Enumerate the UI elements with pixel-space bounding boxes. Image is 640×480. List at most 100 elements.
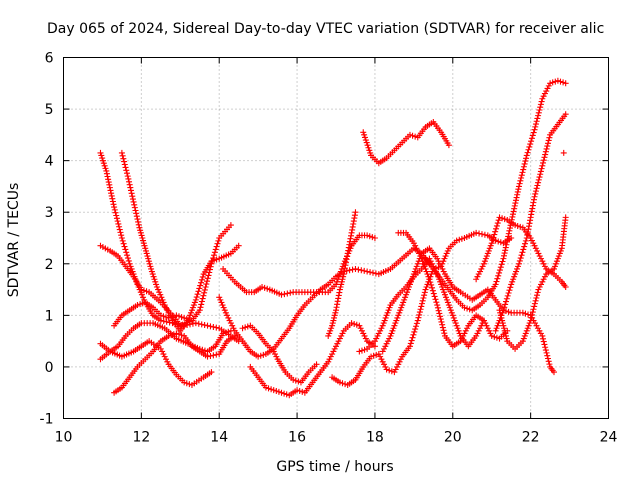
data-point-marker [439, 324, 446, 331]
data-point-marker [336, 379, 343, 386]
data-point-marker [519, 338, 526, 345]
data-point-marker [532, 297, 539, 304]
data-point-marker [208, 369, 215, 376]
data-point-marker [348, 229, 355, 236]
data-point-marker [560, 79, 567, 86]
data-point-marker [358, 327, 365, 334]
data-point-marker [431, 293, 438, 300]
data-point-marker [503, 241, 510, 248]
data-point-marker [281, 390, 288, 397]
data-point-marker [351, 215, 358, 222]
data-point-marker [530, 306, 537, 313]
data-point-marker [544, 352, 551, 359]
data-point-marker [501, 327, 508, 334]
data-point-marker [501, 325, 508, 332]
data-point-marker [358, 347, 365, 354]
data-point-marker [481, 258, 488, 265]
data-point-marker [417, 253, 424, 260]
data-point-marker [275, 388, 282, 395]
data-point-marker [156, 289, 163, 296]
data-point-marker [441, 255, 448, 262]
data-point-marker [538, 281, 545, 288]
data-point-marker [531, 126, 538, 133]
data-point-marker [329, 351, 336, 358]
data-point-marker [397, 307, 404, 314]
series-trace-h [216, 245, 433, 360]
data-point-marker [545, 137, 552, 144]
data-point-marker [371, 343, 378, 350]
x-tick-label: 10 [55, 430, 73, 446]
data-point-marker [540, 335, 547, 342]
y-tick-labels: -1 0 1 2 3 4 5 6 [40, 51, 54, 428]
data-point-marker [337, 283, 344, 290]
data-point-marker [99, 155, 106, 162]
data-point-marker [502, 298, 509, 305]
data-point-marker [186, 316, 193, 323]
data-point-marker [115, 220, 122, 227]
data-point-marker [492, 228, 499, 235]
data-point-marker [414, 260, 421, 267]
data-point-marker [382, 363, 389, 370]
data-point-marker [230, 325, 237, 332]
data-point-marker [394, 314, 401, 321]
data-point-marker [419, 297, 426, 304]
data-point-marker [200, 292, 207, 299]
data-point-marker [213, 351, 220, 358]
data-point-marker [113, 212, 120, 219]
data-point-marker [482, 255, 489, 262]
data-point-marker [521, 243, 528, 250]
data-point-marker [229, 322, 236, 329]
data-point-marker [371, 338, 378, 345]
data-point-marker [384, 309, 391, 316]
data-point-marker [515, 260, 522, 267]
data-point-marker [526, 143, 533, 150]
data-point-marker [514, 191, 521, 198]
data-point-marker [126, 260, 133, 267]
data-point-marker [480, 317, 487, 324]
data-point-marker [529, 202, 536, 209]
data-point-marker [535, 179, 542, 186]
data-point-marker [134, 302, 141, 309]
data-point-marker [493, 222, 500, 229]
data-point-marker [173, 330, 180, 337]
data-point-marker [336, 335, 343, 342]
data-point-marker [514, 265, 521, 272]
data-point-marker [490, 234, 497, 241]
data-point-marker [201, 322, 208, 329]
data-point-marker [369, 269, 376, 276]
data-point-marker [109, 198, 116, 205]
data-point-marker [536, 283, 543, 290]
data-point-marker [292, 377, 299, 384]
data-point-marker [439, 283, 446, 290]
data-point-marker [328, 325, 335, 332]
data-point-marker [206, 269, 213, 276]
data-point-marker [163, 304, 170, 311]
data-point-marker [378, 325, 385, 332]
y-tick-label: 0 [45, 360, 54, 376]
data-point-marker [178, 332, 185, 339]
data-point-marker [122, 246, 129, 253]
data-point-marker [529, 132, 536, 139]
data-point-marker [207, 323, 214, 330]
data-point-marker [138, 286, 145, 293]
data-point-marker [522, 158, 529, 165]
data-point-marker [369, 234, 376, 241]
data-point-marker [528, 211, 535, 218]
data-point-marker [406, 343, 413, 350]
data-point-marker [213, 243, 220, 250]
data-point-marker [211, 252, 218, 259]
data-point-marker [435, 258, 442, 265]
data-point-marker [361, 346, 368, 353]
data-point-marker [97, 149, 104, 156]
data-point-marker [437, 316, 444, 323]
data-point-marker [420, 260, 427, 267]
data-point-marker [528, 237, 535, 244]
data-point-marker [114, 218, 121, 225]
data-point-marker [344, 250, 351, 257]
data-point-marker [381, 317, 388, 324]
data-point-marker [534, 182, 541, 189]
data-point-marker [104, 173, 111, 180]
data-point-marker [446, 304, 453, 311]
data-point-marker [225, 328, 232, 335]
